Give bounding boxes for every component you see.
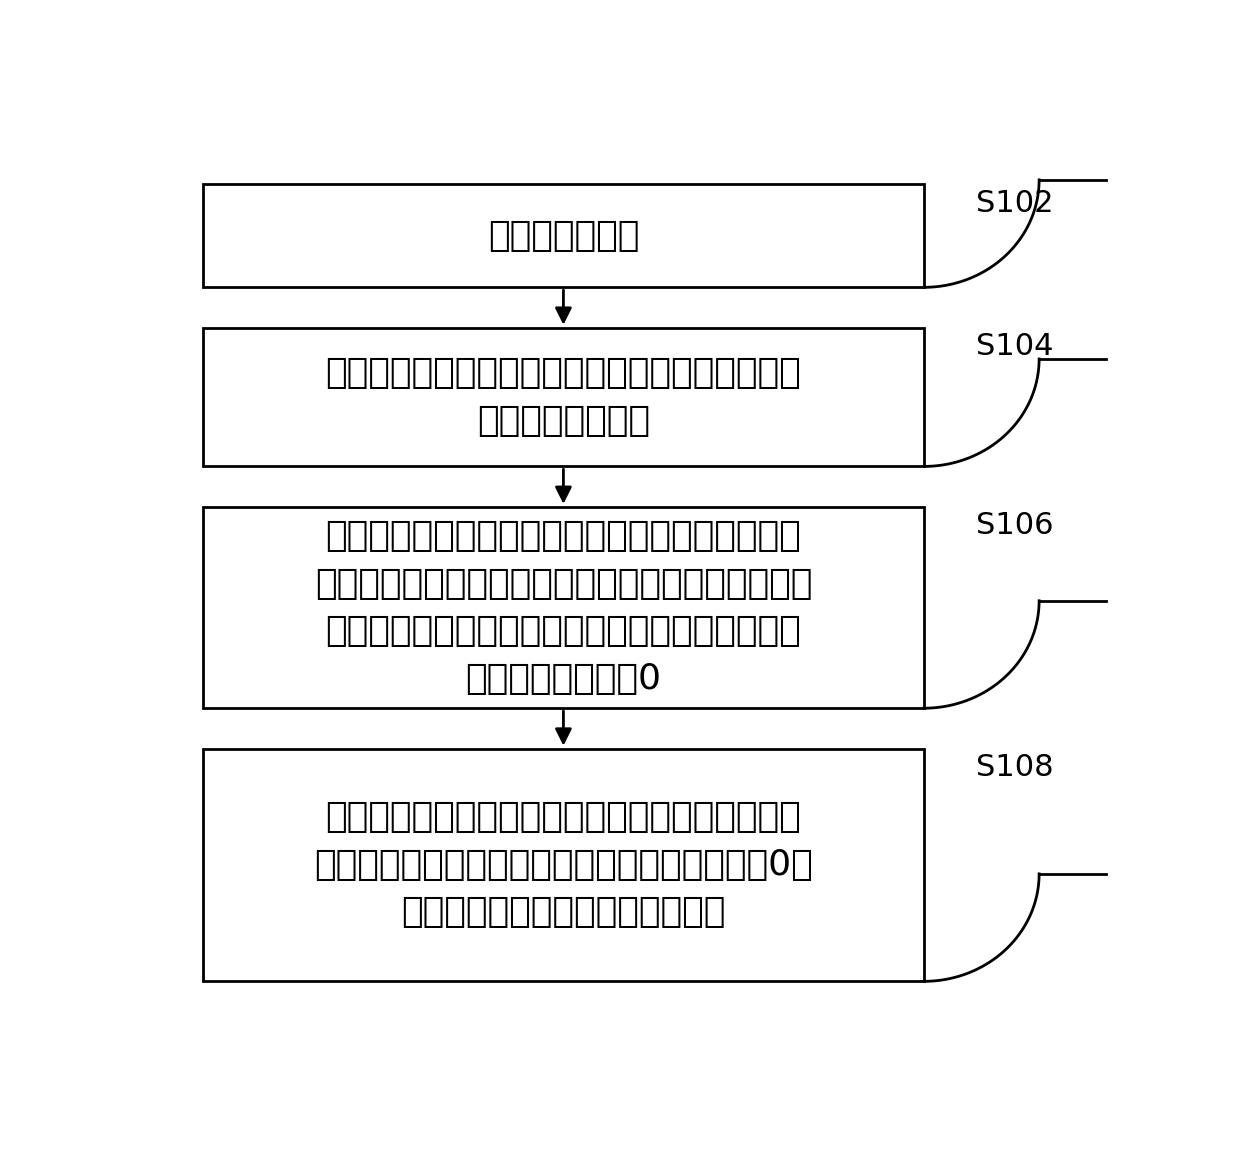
Text: S106: S106 bbox=[976, 512, 1054, 540]
Text: S102: S102 bbox=[976, 188, 1054, 217]
Text: 将对目标数据包进行迭代优化的优化次数达到预设
迭代次数得到的修正数据包，或，迭代频偏值为0时
的修正数据包，确定为最优数据包: 将对目标数据包进行迭代优化的优化次数达到预设 迭代次数得到的修正数据包，或，迭代… bbox=[314, 800, 812, 929]
Text: S104: S104 bbox=[976, 333, 1054, 361]
Bar bbox=[203, 184, 924, 287]
Text: 对目标数据包的进行反复迭代优化，每次优化后得
到修正数据包和迭代频偏值，直到对所述目标数据包
进行迭代优化的优化次数达到预设迭代次数，或，
所述迭代频偏值为0: 对目标数据包的进行反复迭代优化，每次优化后得 到修正数据包和迭代频偏值，直到对所… bbox=[315, 519, 812, 695]
Bar bbox=[203, 749, 924, 982]
Bar bbox=[203, 507, 924, 708]
Bar bbox=[203, 328, 924, 466]
Text: 获取目标数据包: 获取目标数据包 bbox=[487, 219, 639, 252]
Text: 基于最大绝对值软输出值函数，计算目标目标数据
包的归一化频偏值: 基于最大绝对值软输出值函数，计算目标目标数据 包的归一化频偏值 bbox=[326, 356, 801, 437]
Text: S108: S108 bbox=[976, 752, 1054, 782]
